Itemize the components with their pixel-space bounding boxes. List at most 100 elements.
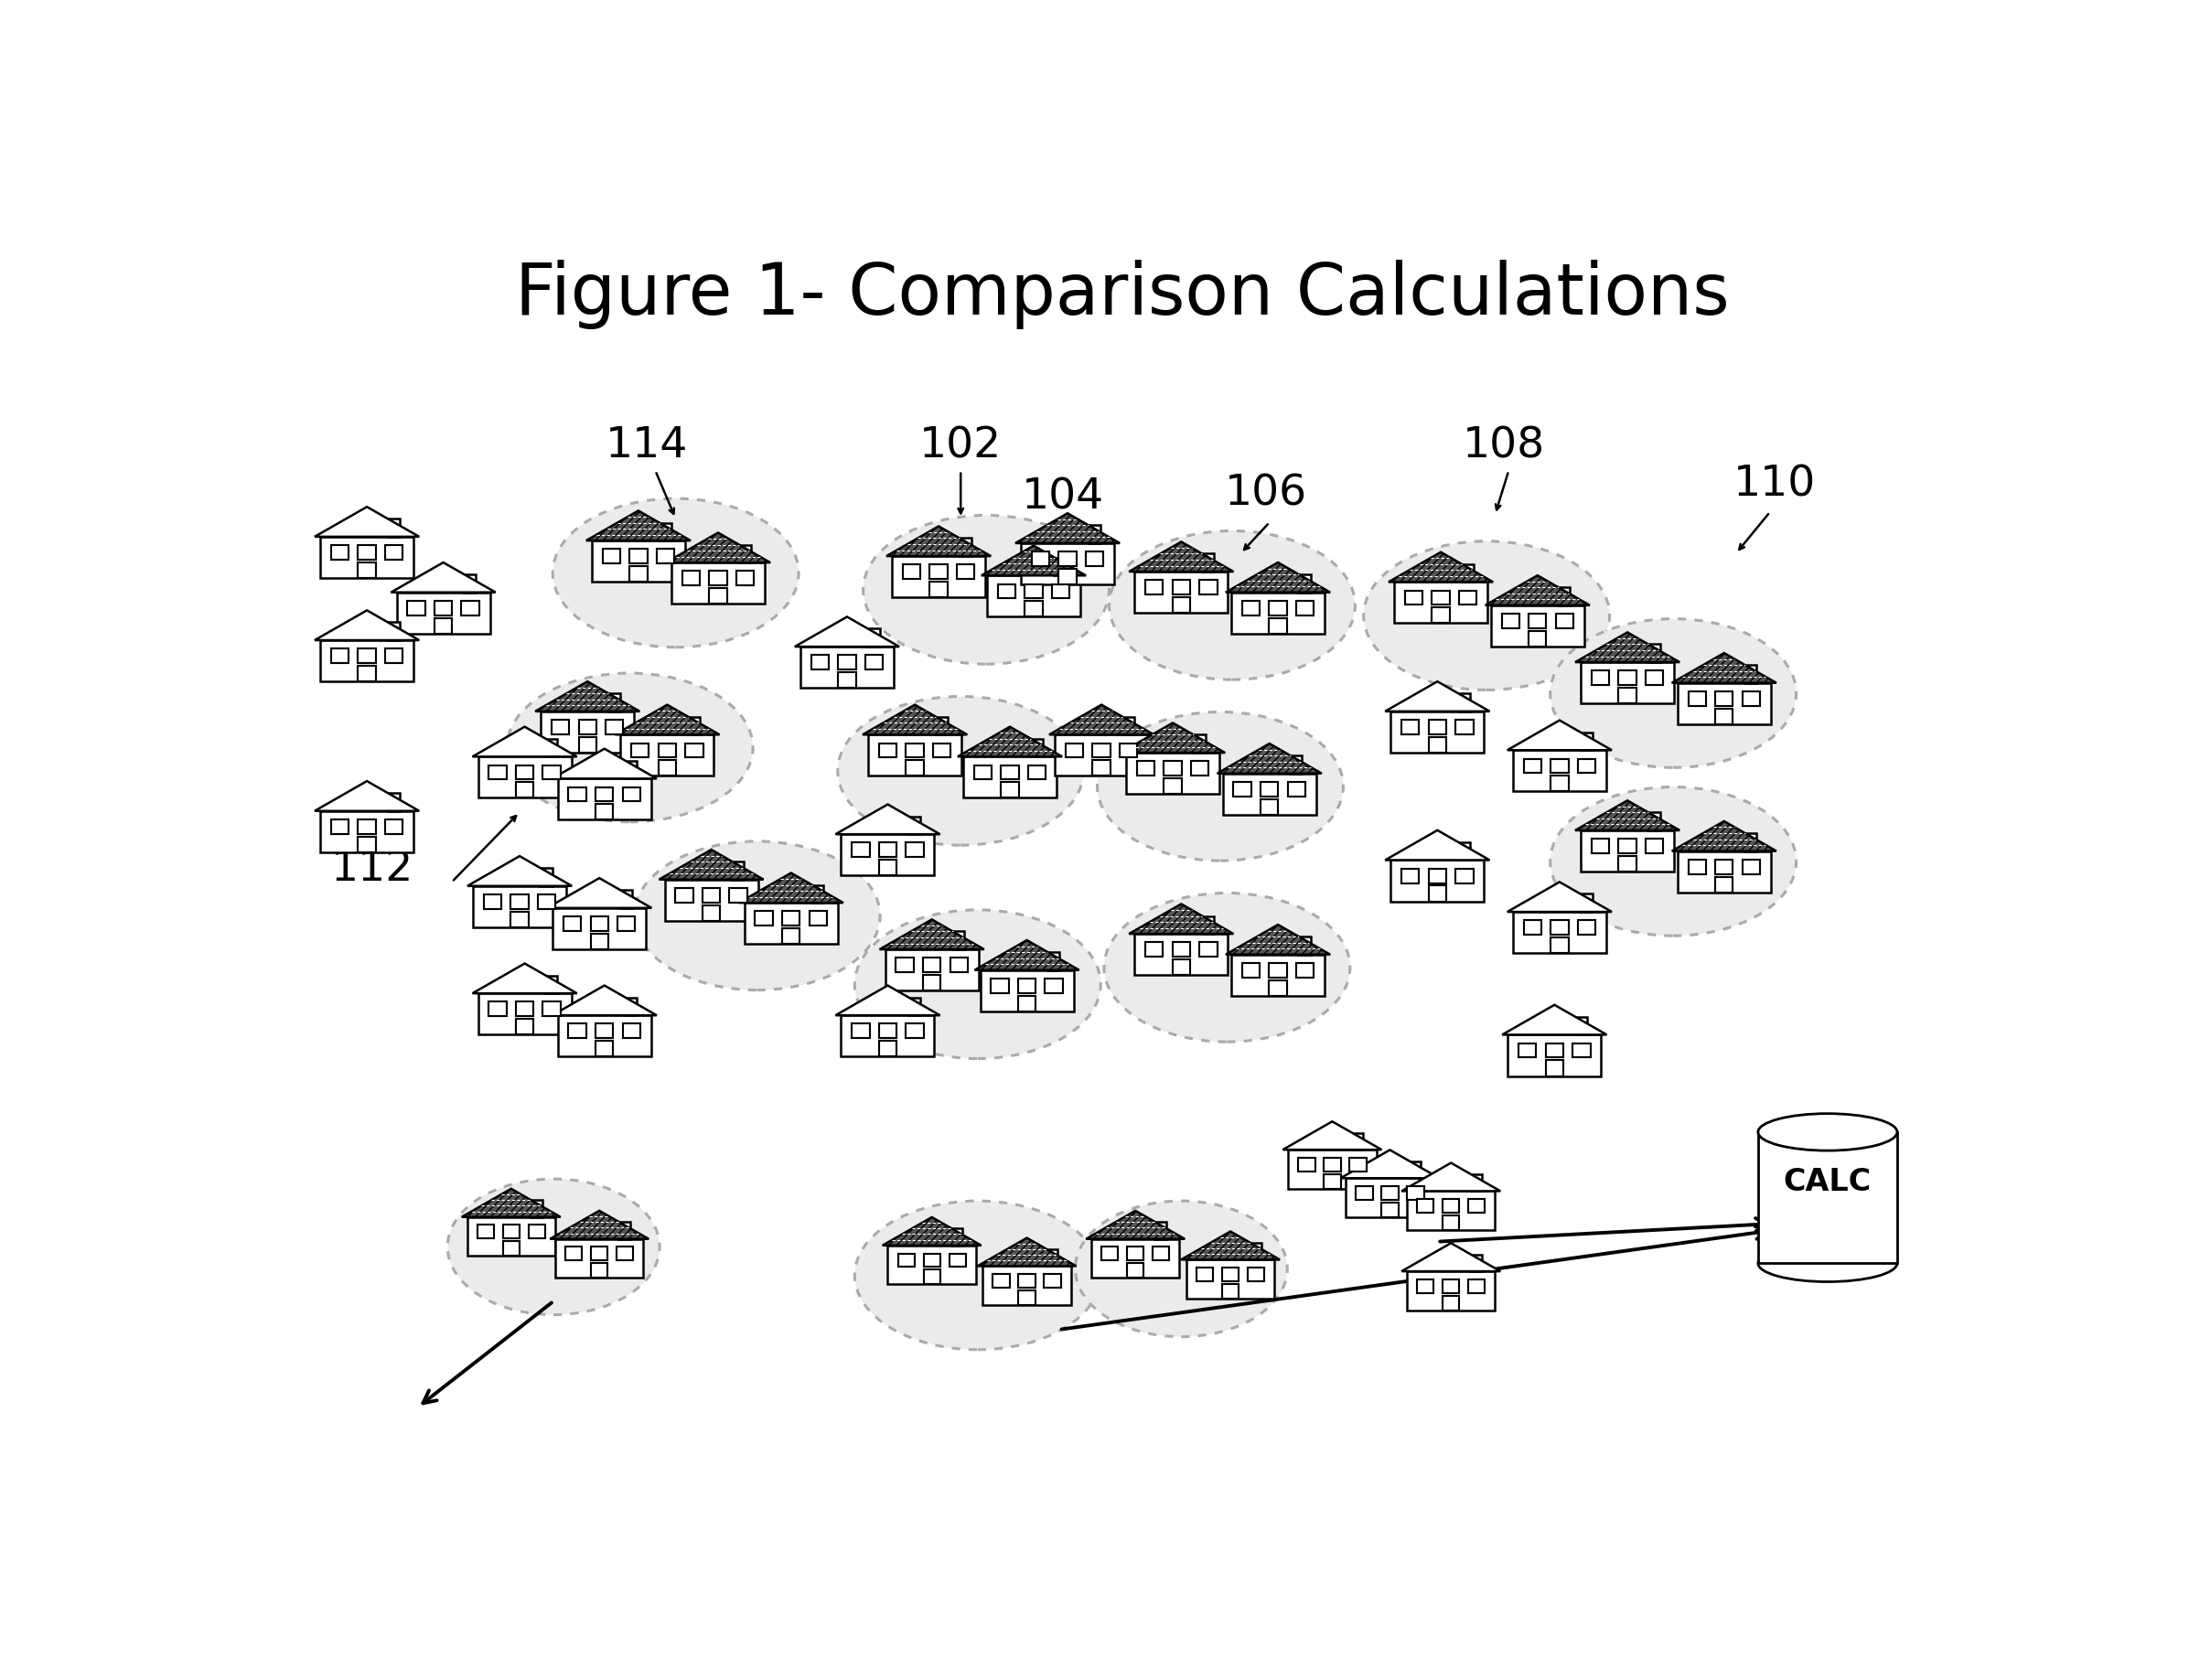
Polygon shape xyxy=(952,1228,963,1245)
Polygon shape xyxy=(538,894,556,909)
Polygon shape xyxy=(1618,670,1635,685)
Polygon shape xyxy=(1416,1278,1434,1294)
Polygon shape xyxy=(880,1042,897,1057)
Polygon shape xyxy=(1016,514,1121,543)
Polygon shape xyxy=(547,879,652,907)
Polygon shape xyxy=(1241,601,1259,615)
Polygon shape xyxy=(619,734,714,776)
Polygon shape xyxy=(1031,739,1042,756)
Polygon shape xyxy=(665,880,757,921)
Polygon shape xyxy=(1127,1247,1145,1260)
Ellipse shape xyxy=(508,674,753,822)
Polygon shape xyxy=(1401,1163,1499,1191)
Polygon shape xyxy=(981,969,1073,1011)
Polygon shape xyxy=(1018,978,1035,993)
Polygon shape xyxy=(924,974,941,991)
Polygon shape xyxy=(1745,833,1758,852)
Polygon shape xyxy=(315,610,418,640)
Polygon shape xyxy=(665,533,771,563)
Polygon shape xyxy=(385,546,403,559)
Polygon shape xyxy=(1224,773,1316,815)
Polygon shape xyxy=(1230,954,1324,996)
Polygon shape xyxy=(836,986,939,1015)
Polygon shape xyxy=(869,734,961,776)
Polygon shape xyxy=(477,1225,495,1238)
Polygon shape xyxy=(838,655,856,670)
Polygon shape xyxy=(1519,1043,1537,1058)
Polygon shape xyxy=(1545,1043,1563,1058)
Polygon shape xyxy=(1173,959,1191,974)
Polygon shape xyxy=(1049,704,1154,734)
Polygon shape xyxy=(359,648,377,664)
Polygon shape xyxy=(930,581,948,598)
Polygon shape xyxy=(781,929,799,944)
Polygon shape xyxy=(1296,601,1313,615)
Ellipse shape xyxy=(1550,618,1797,768)
Polygon shape xyxy=(1401,1243,1499,1272)
Polygon shape xyxy=(1742,692,1760,706)
Polygon shape xyxy=(552,719,569,734)
Polygon shape xyxy=(1355,1186,1373,1200)
Polygon shape xyxy=(591,1247,609,1260)
Polygon shape xyxy=(1130,541,1232,571)
Polygon shape xyxy=(1677,852,1771,892)
Polygon shape xyxy=(1200,580,1217,595)
Polygon shape xyxy=(906,761,924,776)
Polygon shape xyxy=(595,805,613,820)
Polygon shape xyxy=(1580,662,1675,704)
Polygon shape xyxy=(1191,761,1208,776)
Polygon shape xyxy=(992,978,1009,993)
Polygon shape xyxy=(617,916,635,931)
Polygon shape xyxy=(1348,1158,1366,1171)
Polygon shape xyxy=(865,655,882,670)
Polygon shape xyxy=(1388,553,1493,581)
Polygon shape xyxy=(950,1253,965,1267)
Polygon shape xyxy=(387,793,401,811)
Polygon shape xyxy=(959,538,972,556)
Polygon shape xyxy=(569,1023,587,1038)
Polygon shape xyxy=(315,781,418,811)
Polygon shape xyxy=(812,885,823,902)
Polygon shape xyxy=(1287,781,1305,796)
Polygon shape xyxy=(359,563,377,578)
Polygon shape xyxy=(1346,1178,1434,1218)
Polygon shape xyxy=(1165,761,1182,776)
Polygon shape xyxy=(1716,709,1734,724)
Polygon shape xyxy=(738,544,751,563)
Polygon shape xyxy=(1429,719,1447,734)
Polygon shape xyxy=(545,976,558,993)
Polygon shape xyxy=(1340,1149,1440,1178)
Polygon shape xyxy=(622,1023,641,1038)
Polygon shape xyxy=(359,820,377,833)
Polygon shape xyxy=(1125,753,1219,795)
Polygon shape xyxy=(1298,575,1311,593)
Polygon shape xyxy=(1289,756,1302,773)
Ellipse shape xyxy=(1110,531,1355,680)
Polygon shape xyxy=(517,764,534,780)
Polygon shape xyxy=(1298,937,1311,954)
Polygon shape xyxy=(1618,687,1635,704)
Polygon shape xyxy=(963,756,1057,798)
Polygon shape xyxy=(891,556,985,598)
Polygon shape xyxy=(1672,822,1775,852)
Polygon shape xyxy=(1524,759,1541,773)
Polygon shape xyxy=(812,655,830,670)
Polygon shape xyxy=(862,704,968,734)
Polygon shape xyxy=(464,575,475,593)
Polygon shape xyxy=(1092,1238,1180,1278)
Polygon shape xyxy=(558,778,650,820)
Polygon shape xyxy=(1578,759,1596,773)
Polygon shape xyxy=(1202,916,1215,934)
Polygon shape xyxy=(709,588,727,603)
Polygon shape xyxy=(315,507,418,536)
Polygon shape xyxy=(1296,963,1313,978)
Polygon shape xyxy=(385,648,403,664)
Polygon shape xyxy=(1502,613,1519,628)
Polygon shape xyxy=(1408,1186,1423,1200)
Polygon shape xyxy=(1154,1247,1169,1260)
Polygon shape xyxy=(998,585,1016,598)
Polygon shape xyxy=(1121,722,1226,753)
Polygon shape xyxy=(503,1225,519,1238)
Ellipse shape xyxy=(1550,786,1797,936)
Polygon shape xyxy=(781,911,799,926)
